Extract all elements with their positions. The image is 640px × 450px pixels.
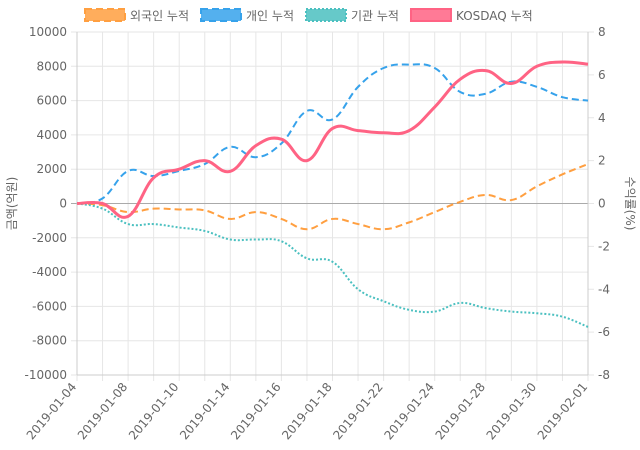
legend-swatch — [409, 8, 452, 22]
y-tick-label: 8000 — [36, 59, 67, 73]
y-axis-title: 금액(억원) — [5, 177, 19, 231]
series-line — [76, 60, 589, 219]
x-tick-label: 2019-01-08 — [75, 380, 131, 442]
y-tick-label: -8000 — [32, 334, 67, 348]
x-tick-label: 2019-01-30 — [484, 380, 540, 442]
legend-label: 기관 누적 — [351, 9, 399, 23]
y-tick-label: 6000 — [36, 94, 67, 108]
legend-swatch — [84, 8, 126, 22]
y-tick-label: 10000 — [29, 25, 67, 39]
y2-tick-label: 8 — [598, 25, 606, 39]
x-tick-label: 2019-01-14 — [177, 380, 233, 442]
series-line — [76, 163, 589, 231]
y2-tick-label: -8 — [598, 368, 610, 382]
y-tick-label: 4000 — [36, 128, 67, 142]
x-tick-label: 2019-01-24 — [381, 380, 437, 442]
y2-tick-label: 6 — [598, 68, 606, 82]
x-tick-label: 2019-02-01 — [535, 380, 591, 442]
x-tick-label: 2019-01-04 — [24, 380, 80, 442]
legend-label: KOSDAQ 누적 — [456, 9, 533, 23]
y-tick-label: -2000 — [32, 231, 67, 245]
y2-tick-label: 4 — [598, 111, 606, 125]
y2-tick-label: -4 — [598, 282, 610, 296]
legend-label: 개인 누적 — [246, 9, 294, 23]
y2-tick-label: 2 — [598, 154, 606, 168]
series-line — [76, 202, 589, 328]
y-tick-label: 0 — [59, 197, 67, 211]
y2-axis-title: 수익률(%) — [623, 177, 637, 231]
x-tick-label: 2019-01-10 — [126, 380, 182, 442]
y-tick-label: -10000 — [24, 368, 67, 382]
y-tick-label: -6000 — [32, 299, 67, 313]
x-tick-label: 2019-01-22 — [330, 380, 386, 442]
x-tick-label: 2019-01-28 — [433, 380, 489, 442]
x-tick-label: 2019-01-16 — [228, 380, 284, 442]
y2-tick-label: 0 — [598, 197, 606, 211]
legend-label: 외국인 누적 — [130, 9, 189, 23]
y2-tick-label: -6 — [598, 325, 610, 339]
series-line — [76, 63, 589, 205]
legend-swatch — [200, 8, 243, 22]
legend-swatch — [305, 8, 347, 22]
y-tick-label: -4000 — [32, 265, 67, 279]
y2-tick-label: -2 — [598, 239, 610, 253]
x-tick-label: 2019-01-18 — [279, 380, 335, 442]
y-tick-label: 2000 — [36, 162, 67, 176]
